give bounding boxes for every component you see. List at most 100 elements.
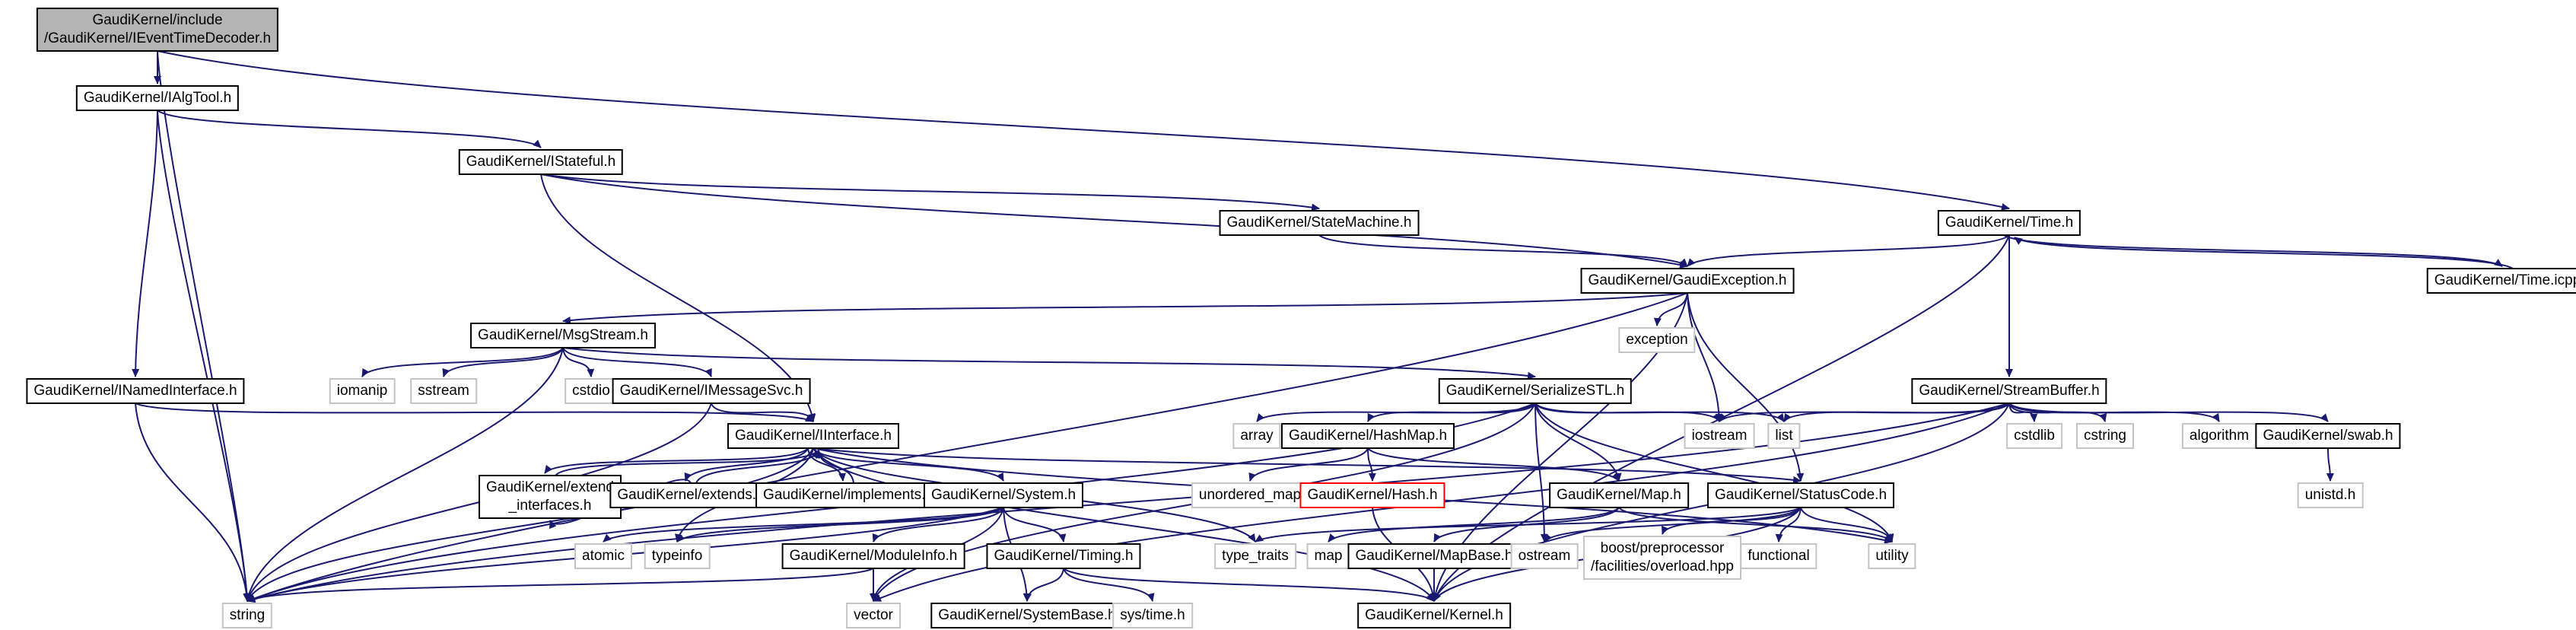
- node-IStateful[interactable]: GaudiKernel/IStateful.h: [458, 149, 624, 175]
- edge-Timing-to-sys_time: [1063, 568, 1155, 602]
- node-typeinfo: typeinfo: [644, 543, 711, 569]
- node-ModuleInfo[interactable]: GaudiKernel/ModuleInfo.h: [781, 543, 965, 569]
- edge-HashMap-to-Map: [1367, 447, 1620, 482]
- node-IInterface[interactable]: GaudiKernel/IInterface.h: [727, 423, 899, 449]
- node-swab[interactable]: GaudiKernel/swab.h: [2255, 423, 2401, 449]
- edge-SerializeSTL-to-HashMap: [1367, 402, 1536, 422]
- edge-ModuleInfo-to-string: [246, 568, 874, 602]
- node-cstdio: cstdio: [564, 378, 618, 404]
- node-cstring: cstring: [2076, 423, 2134, 449]
- edge-HashMap-to-unordered_map: [1248, 447, 1369, 482]
- node-unistd: unistd.h: [2297, 482, 2364, 508]
- edge-Map-to-map: [1328, 507, 1620, 542]
- node-boost_overload: boost/preprocessor /facilities/overload.…: [1583, 536, 1741, 580]
- node-unordered_map: unordered_map: [1191, 482, 1309, 508]
- edge-HashMap-to-Hash: [1367, 447, 1376, 482]
- node-extends[interactable]: GaudiKernel/extends.h: [609, 482, 772, 508]
- node-array: array: [1232, 423, 1281, 449]
- edge-Map-to-utility: [1618, 507, 1893, 542]
- edge-Time_icpp-to-Time: [2014, 237, 2514, 269]
- node-Time[interactable]: GaudiKernel/Time.h: [1937, 210, 2081, 236]
- node-functional: functional: [1740, 543, 1818, 569]
- node-IAlgTool[interactable]: GaudiKernel/IAlgTool.h: [75, 85, 240, 111]
- node-cstdlib: cstdlib: [2006, 423, 2062, 449]
- node-iomanip: iomanip: [329, 378, 396, 404]
- edge-MsgStream-to-SerializeSTL: [562, 347, 1536, 380]
- node-StreamBuffer[interactable]: GaudiKernel/StreamBuffer.h: [1911, 378, 2107, 404]
- edge-IInterface-to-extend_interfaces: [544, 447, 809, 474]
- edge-root-to-string: [157, 50, 251, 602]
- node-implements[interactable]: GaudiKernel/implements.h: [755, 482, 941, 508]
- node-SystemBase[interactable]: GaudiKernel/SystemBase.h: [930, 603, 1124, 628]
- node-Kernel[interactable]: GaudiKernel/Kernel.h: [1357, 603, 1511, 628]
- edge-StateMachine-to-GaudiException: [1318, 234, 1688, 267]
- node-Map[interactable]: GaudiKernel/Map.h: [1549, 482, 1689, 508]
- edge-MsgStream-to-iomanip: [361, 347, 564, 377]
- edge-INamedInterface-to-string: [135, 402, 251, 602]
- node-algorithm: algorithm: [2181, 423, 2257, 449]
- edge-System-to-typeinfo: [676, 507, 1004, 542]
- edge-IInterface-to-string: [246, 447, 814, 602]
- node-Time_icpp[interactable]: GaudiKernel/Time.icpp: [2426, 268, 2576, 294]
- edge-System-to-Timing: [1003, 507, 1067, 542]
- edge-IMessageSvc-to-IInterface: [711, 402, 815, 422]
- node-map: map: [1306, 543, 1350, 569]
- edge-IStateful-to-StateMachine: [540, 173, 1320, 212]
- node-Hash[interactable]: GaudiKernel/Hash.h: [1299, 482, 1445, 508]
- edge-IInterface-to-extends: [684, 447, 809, 482]
- node-exception: exception: [1618, 327, 1696, 353]
- node-System[interactable]: GaudiKernel/System.h: [923, 482, 1084, 508]
- edge-IInterface-to-System: [813, 447, 1004, 482]
- edge-IAlgTool-to-IStateful: [157, 110, 542, 148]
- node-string: string: [221, 603, 273, 628]
- edge-IAlgTool-to-INamedInterface: [132, 110, 158, 377]
- edge-Time-to-GaudiException: [1687, 234, 2010, 267]
- node-extend_interfaces[interactable]: GaudiKernel/extend _interfaces.h: [479, 475, 622, 519]
- edge-StreamBuffer-to-swab: [2008, 402, 2329, 422]
- edge-MsgStream-to-cstdio: [562, 347, 595, 377]
- edge-INamedInterface-to-IInterface: [135, 402, 814, 422]
- edge-IAlgTool-to-string: [157, 110, 251, 602]
- edge-StreamBuffer-to-cstdlib: [2008, 402, 2038, 422]
- node-vector: vector: [846, 603, 901, 628]
- edge-IStateful-to-GaudiException: [540, 173, 1688, 269]
- node-INamedInterface[interactable]: GaudiKernel/INamedInterface.h: [26, 378, 245, 404]
- node-GaudiException[interactable]: GaudiKernel/GaudiException.h: [1580, 268, 1795, 294]
- edge-SerializeSTL-to-utility: [1534, 402, 1894, 542]
- edge-GaudiException-to-StatusCode: [1687, 292, 1805, 482]
- edge-Timing-to-Kernel: [1063, 568, 1435, 602]
- edge-MsgStream-to-sstream: [442, 347, 564, 377]
- node-iostream: iostream: [1684, 423, 1755, 449]
- node-sstream: sstream: [410, 378, 477, 404]
- edge-extend_interfaces-to-IInterface: [555, 450, 819, 476]
- node-ostream: ostream: [1510, 543, 1579, 569]
- edge-swab-to-unistd: [2326, 447, 2334, 482]
- edge-System-to-ModuleInfo: [872, 507, 1004, 542]
- node-root: GaudiKernel/include /GaudiKernel/IEventT…: [36, 8, 279, 52]
- edge-GaudiException-to-MsgStream: [562, 292, 1688, 324]
- edge-root-to-Time: [157, 50, 2010, 211]
- node-atomic: atomic: [574, 543, 632, 569]
- node-type_traits: type_traits: [1214, 543, 1296, 569]
- edge-Timing-to-SystemBase: [1024, 568, 1064, 602]
- node-StatusCode[interactable]: GaudiKernel/StatusCode.h: [1706, 482, 1895, 508]
- node-MapBase[interactable]: GaudiKernel/MapBase.h: [1347, 543, 1521, 569]
- edge-SerializeSTL-to-list: [1534, 402, 1785, 422]
- node-Timing[interactable]: GaudiKernel/Timing.h: [986, 543, 1141, 569]
- node-MsgStream[interactable]: GaudiKernel/MsgStream.h: [470, 323, 656, 348]
- node-StateMachine[interactable]: GaudiKernel/StateMachine.h: [1219, 210, 1420, 236]
- edge-Time-to-Time_icpp: [2003, 234, 2503, 267]
- edge-IInterface-to-Kernel: [813, 447, 1435, 602]
- node-SerializeSTL[interactable]: GaudiKernel/SerializeSTL.h: [1438, 378, 1633, 404]
- edge-StatusCode-to-type_traits: [1255, 507, 1802, 542]
- edge-MsgStream-to-string: [244, 347, 564, 602]
- node-IMessageSvc[interactable]: GaudiKernel/IMessageSvc.h: [612, 378, 811, 404]
- node-HashMap[interactable]: GaudiKernel/HashMap.h: [1280, 423, 1455, 449]
- edge-StatusCode-to-utility: [1800, 507, 1894, 542]
- node-utility: utility: [1868, 543, 1916, 569]
- edge-StatusCode-to-boost_overload: [1662, 507, 1802, 535]
- node-list: list: [1767, 423, 1801, 449]
- edge-StatusCode-to-ostream: [1544, 507, 1802, 542]
